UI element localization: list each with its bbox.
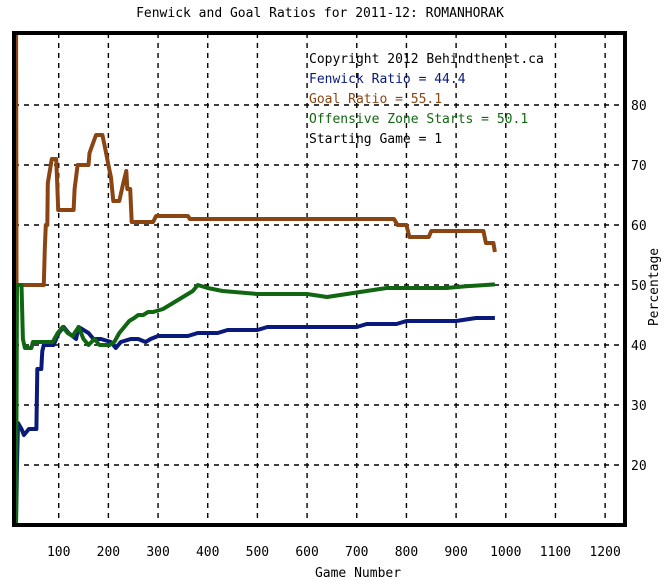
plot-frame: [12, 31, 627, 527]
annotation-line: Copyright 2012 Behindthenet.ca: [309, 52, 544, 67]
y-tick-label: 60: [631, 219, 647, 234]
x-tick-label: 300: [146, 545, 169, 560]
series-group: [14, 33, 497, 525]
x-tick-label: 600: [295, 545, 318, 560]
chart-title: Fenwick and Goal Ratios for 2011-12: ROM…: [136, 6, 504, 21]
annotation-line: Fenwick Ratio = 44.4: [309, 72, 466, 87]
series-line-goal-ratio: [14, 33, 497, 287]
series-line-fenwick-ratio: [14, 316, 495, 525]
x-tick-label: 700: [345, 545, 368, 560]
annotation-line: Goal Ratio = 55.1: [309, 92, 442, 107]
annotation-line: Starting Game = 1: [309, 132, 442, 147]
x-tick-label: 400: [196, 545, 219, 560]
y-tick-label: 20: [631, 459, 647, 474]
y-tick-label: 50: [631, 279, 647, 294]
x-tick-label: 200: [97, 545, 120, 560]
x-tick-label: 800: [395, 545, 418, 560]
annotation-line: Offensive Zone Starts = 50.1: [309, 112, 528, 127]
annotations: Copyright 2012 Behindthenet.ca Fenwick Ra…: [309, 52, 544, 147]
series-line-offensive-zone-starts: [14, 282, 496, 525]
y-tick-labels: 20 30 40 50 60 70 80: [631, 99, 647, 474]
x-tick-label: 1200: [589, 545, 620, 560]
x-tick-label: 500: [246, 545, 269, 560]
x-tick-label: 1100: [540, 545, 571, 560]
y-tick-label: 40: [631, 339, 647, 354]
y-axis-label: Percentage: [647, 248, 662, 326]
x-tick-label: 100: [47, 545, 70, 560]
x-tick-label: 900: [444, 545, 467, 560]
x-tick-label: 1000: [490, 545, 521, 560]
y-tick-label: 70: [631, 159, 647, 174]
y-tick-label: 80: [631, 99, 647, 114]
x-tick-labels: 100 200 300 400 500 600 700 800 900 1000 1100 1200: [47, 545, 621, 560]
x-axis-label: Game Number: [315, 566, 401, 580]
y-tick-label: 30: [631, 399, 647, 414]
